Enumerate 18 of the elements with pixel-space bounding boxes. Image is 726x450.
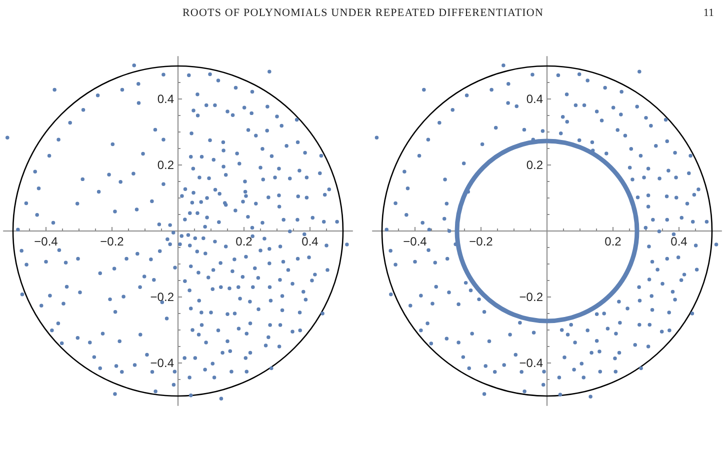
x-tick-label: 0.2 xyxy=(604,234,622,249)
y-tick-label: −0.4 xyxy=(519,356,544,370)
chart-title: ROOTS OF POLYNOMIALS UNDER REPEATED DIFFERENTIATION xyxy=(182,7,544,19)
x-tick-label: 0.4 xyxy=(670,234,688,249)
y-tick-label: 0.2 xyxy=(526,158,544,172)
y-tick-label: 0.2 xyxy=(157,158,174,172)
x-tick-label: 0.4 xyxy=(302,234,319,249)
x-tick-label: −0.4 xyxy=(403,234,428,249)
y-tick-label: 0.4 xyxy=(157,92,174,106)
y-tick-label: −0.2 xyxy=(150,290,174,304)
y-tick-label: −0.2 xyxy=(519,290,544,304)
x-tick-label: −0.4 xyxy=(34,234,58,249)
x-tick-label: −0.2 xyxy=(100,234,124,249)
x-tick-label: −0.2 xyxy=(469,234,494,249)
y-tick-label: 0.4 xyxy=(526,92,544,106)
text: 11 xyxy=(703,7,714,19)
x-tick-label: 0.2 xyxy=(236,234,253,249)
y-tick-label: −0.4 xyxy=(150,356,174,370)
